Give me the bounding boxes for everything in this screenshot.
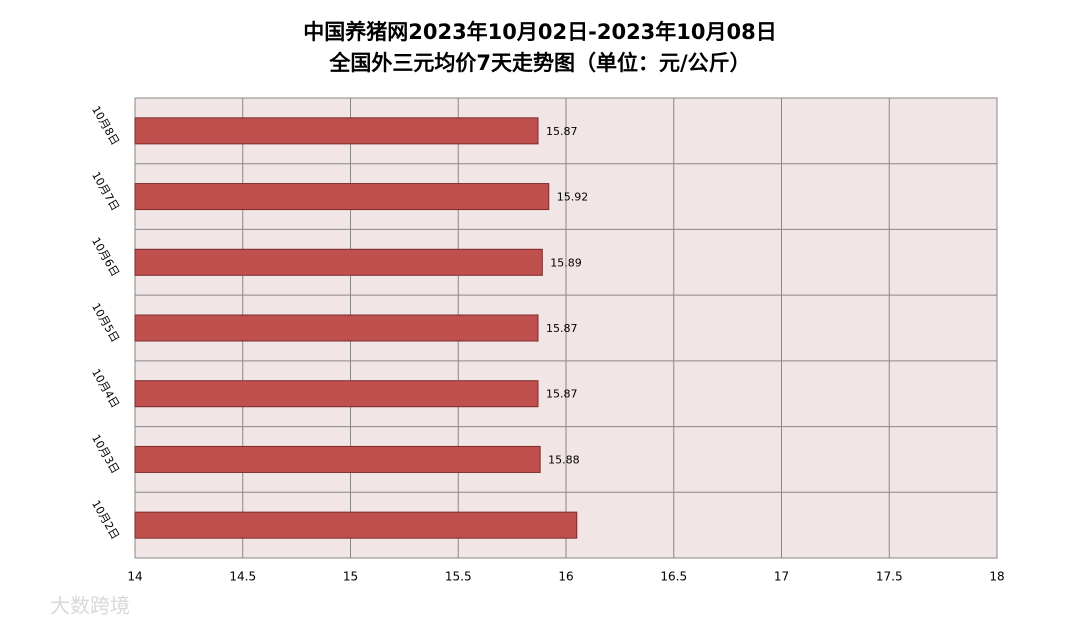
bar: [134, 380, 539, 408]
value-label: 15.87: [546, 125, 578, 138]
value-label: 15.87: [546, 388, 578, 401]
x-tick-label: 14: [127, 570, 142, 584]
bar: [134, 511, 578, 539]
value-label: 15.87: [546, 322, 578, 335]
bar: [134, 248, 543, 276]
chart-title: 中国养猪网2023年10月02日-2023年10月08日: [303, 20, 777, 44]
chart-subtitle: 全国外三元均价7天走势图（单位：元/公斤）: [328, 51, 750, 75]
bar: [134, 183, 550, 211]
watermark: 大数跨境: [50, 594, 130, 618]
bar: [134, 445, 541, 473]
x-tick-label: 16: [558, 570, 573, 584]
value-label: 15.92: [557, 191, 589, 204]
value-label: 15.89: [550, 256, 582, 269]
x-tick-label: 15.5: [445, 570, 472, 584]
bar: [134, 314, 539, 342]
x-tick-label: 17.5: [876, 570, 903, 584]
x-tick-label: 14.5: [229, 570, 256, 584]
x-tick-label: 16.5: [660, 570, 687, 584]
x-tick-label: 15: [343, 570, 358, 584]
value-label: 15.88: [548, 453, 580, 466]
bar: [134, 117, 539, 145]
x-tick-label: 18: [989, 570, 1004, 584]
x-tick-label: 17: [774, 570, 789, 584]
